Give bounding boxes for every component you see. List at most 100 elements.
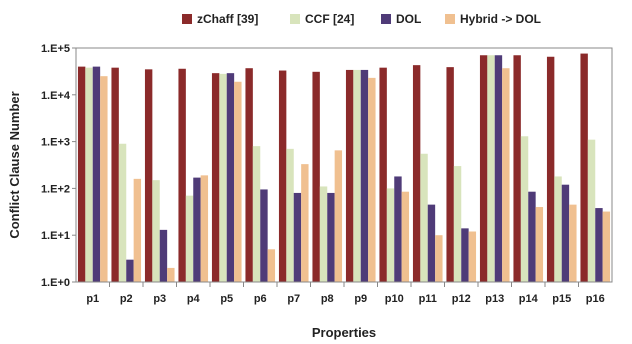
legend-swatch (445, 14, 455, 24)
bar-p9-series-3 (361, 70, 368, 282)
bar-p11-series-3 (428, 205, 435, 282)
bar-p11-series-2 (420, 154, 427, 282)
bar-p5-series-4 (234, 82, 241, 282)
x-tick-label: p15 (552, 293, 571, 305)
x-tick-label: p7 (287, 293, 300, 305)
bar-p7-series-2 (286, 149, 293, 282)
bar-p6-series-3 (260, 189, 267, 282)
bar-p11-series-1 (413, 65, 420, 282)
legend-label: Hybrid -> DOL (460, 12, 541, 26)
bar-p16-series-1 (580, 54, 587, 282)
bar-p14-series-3 (528, 192, 535, 282)
x-tick-label: p3 (153, 293, 166, 305)
bar-p5-series-3 (227, 73, 234, 282)
bar-p8-series-4 (335, 150, 342, 282)
bar-p6-series-1 (245, 68, 252, 282)
y-tick-label: 1.E+0 (41, 277, 70, 289)
bar-p10-series-1 (379, 68, 386, 282)
bar-p1-series-3 (93, 67, 100, 282)
bar-p4-series-3 (193, 178, 200, 282)
bar-p13-series-4 (502, 68, 509, 282)
legend-swatch (381, 14, 391, 24)
bar-p14-series-2 (521, 136, 528, 282)
y-tick-label: 1.E+2 (41, 183, 70, 195)
legend-label: zChaff [39] (197, 12, 258, 26)
bar-p7-series-3 (294, 193, 301, 282)
bar-p3-series-3 (160, 230, 167, 282)
bar-p9-series-2 (353, 70, 360, 282)
bar-p15-series-4 (569, 205, 576, 282)
bar-p2-series-2 (119, 144, 126, 282)
legend-swatch (182, 14, 192, 24)
bar-p12-series-2 (454, 166, 461, 282)
bar-p13-series-3 (495, 55, 502, 282)
y-tick-label: 1.E+4 (41, 90, 71, 102)
legend: zChaff [39] CCF [24] DOL Hybrid -> DOL (182, 12, 541, 26)
bar-p14-series-1 (513, 55, 520, 282)
bar-p8-series-2 (320, 186, 327, 282)
bar-p7-series-1 (279, 71, 286, 282)
bar-p15-series-2 (554, 176, 561, 282)
bar-p5-series-2 (219, 74, 226, 282)
bar-p6-series-2 (253, 146, 260, 282)
bar-p1-series-1 (78, 67, 85, 282)
bar-p2-series-3 (126, 260, 133, 282)
bar-p8-series-3 (327, 193, 334, 282)
bar-p13-series-2 (487, 55, 494, 282)
x-tick-label: p16 (586, 293, 605, 305)
x-axis-title: Properties (312, 325, 376, 340)
bar-p5-series-1 (212, 73, 219, 282)
x-tick-label: p1 (86, 293, 99, 305)
bar-p6-series-4 (268, 249, 275, 282)
bar-p10-series-2 (387, 188, 394, 282)
bar-p1-series-4 (100, 76, 107, 282)
bar-p4-series-4 (201, 175, 208, 282)
bar-p15-series-1 (547, 57, 554, 282)
bar-p10-series-4 (402, 192, 409, 282)
bar-p15-series-3 (562, 185, 569, 282)
bar-p9-series-4 (368, 78, 375, 282)
bar-p1-series-2 (85, 68, 92, 282)
bar-p10-series-3 (394, 176, 401, 282)
x-axis-ticks: p1 p2 p3 p4 p5 p6 p7 p8 p9 p10 p11 p12 p13 p14 p15 p16 (86, 282, 604, 305)
bar-p2-series-1 (111, 68, 118, 282)
x-tick-label: p14 (519, 293, 539, 305)
bar-p11-series-4 (435, 235, 442, 282)
x-tick-label: p5 (220, 293, 233, 305)
x-tick-label: p13 (485, 293, 504, 305)
legend-swatch (290, 14, 300, 24)
x-tick-label: p2 (120, 293, 133, 305)
bar-p7-series-4 (301, 164, 308, 282)
y-tick-label: 1.E+5 (41, 43, 70, 55)
bar-p4-series-2 (186, 196, 193, 282)
bar-p12-series-4 (469, 231, 476, 282)
bars (78, 54, 610, 282)
legend-label: CCF [24] (305, 12, 354, 26)
y-tick-label: 1.E+1 (41, 230, 70, 242)
y-tick-label: 1.E+3 (41, 137, 70, 149)
x-tick-label: p8 (321, 293, 334, 305)
bar-p3-series-1 (145, 69, 152, 282)
bar-p4-series-1 (178, 69, 185, 282)
x-tick-label: p11 (419, 293, 437, 305)
bar-p3-series-2 (152, 180, 159, 282)
legend-label: DOL (396, 12, 421, 26)
x-tick-label: p9 (354, 293, 367, 305)
bar-p13-series-1 (480, 55, 487, 282)
x-tick-label: p12 (452, 293, 471, 305)
x-tick-label: p6 (254, 293, 267, 305)
bar-p16-series-3 (595, 208, 602, 282)
bar-p9-series-1 (346, 70, 353, 282)
x-tick-label: p4 (187, 293, 201, 305)
bar-p16-series-2 (588, 140, 595, 282)
bar-p14-series-4 (536, 207, 543, 282)
y-axis-title: Conflict Clause Number (7, 91, 22, 238)
bar-p8-series-1 (312, 72, 319, 282)
y-axis-ticks: 1.E+0 1.E+1 1.E+2 1.E+3 1.E+4 1.E+5 (41, 43, 76, 289)
bar-p12-series-3 (461, 228, 468, 282)
bar-p12-series-1 (446, 67, 453, 282)
bar-p3-series-4 (167, 268, 174, 282)
bar-p16-series-4 (603, 212, 610, 282)
bar-p2-series-4 (134, 179, 141, 282)
